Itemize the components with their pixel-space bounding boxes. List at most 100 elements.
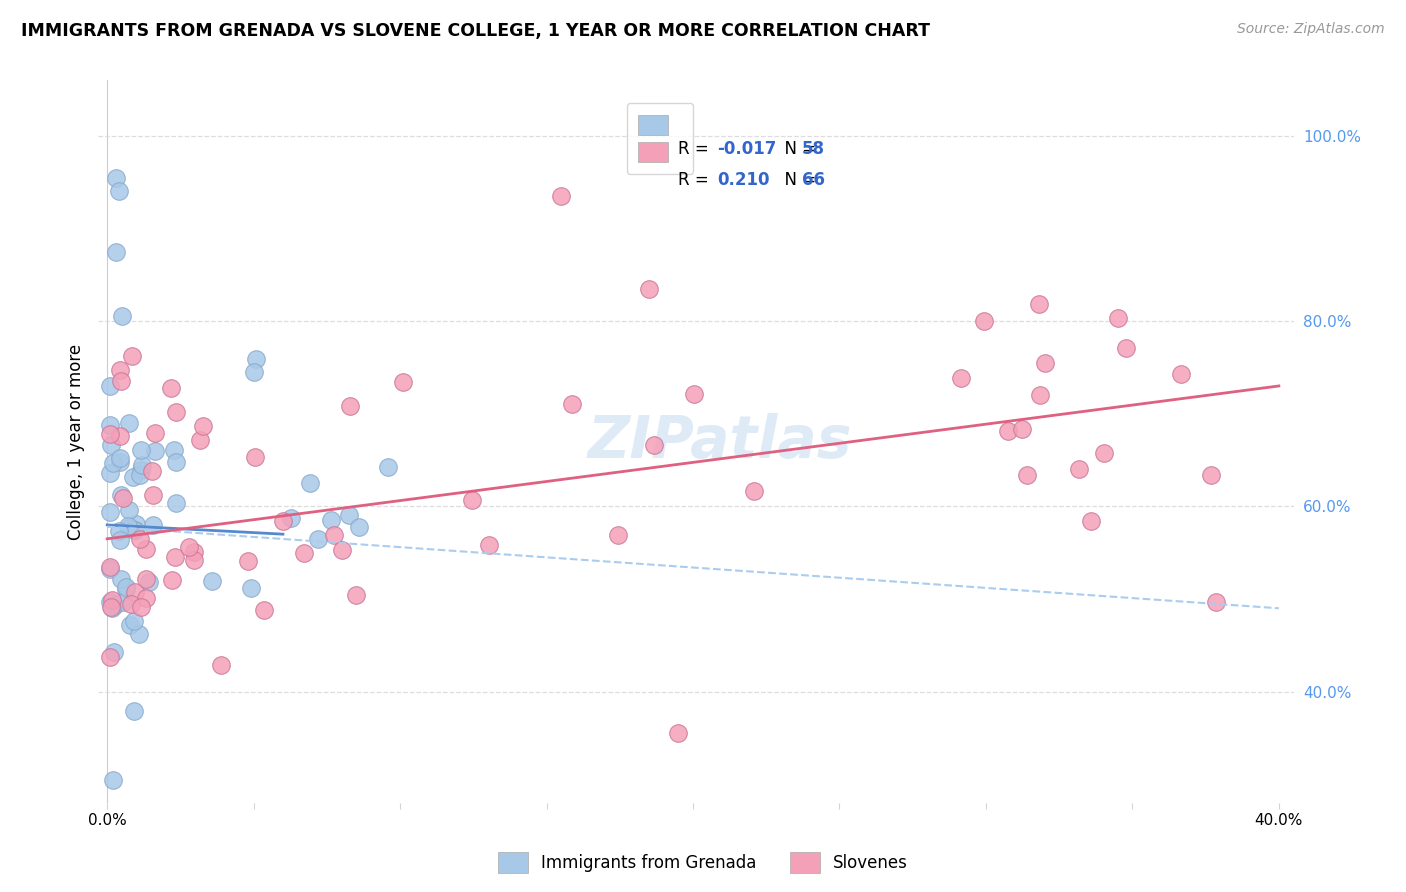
Point xyxy=(1011,422,1033,436)
Point xyxy=(330,543,353,558)
Point xyxy=(606,527,628,541)
Point xyxy=(98,379,121,393)
Point xyxy=(124,524,146,538)
Point xyxy=(243,365,266,379)
Point xyxy=(638,282,661,296)
Point xyxy=(322,528,344,542)
Point xyxy=(120,618,142,632)
Text: N =: N = xyxy=(773,140,821,158)
Legend: Immigrants from Grenada, Slovenes: Immigrants from Grenada, Slovenes xyxy=(491,846,915,880)
Point xyxy=(349,520,371,534)
Point xyxy=(344,588,367,602)
Point xyxy=(101,601,124,615)
Point xyxy=(159,381,181,395)
Point xyxy=(124,585,146,599)
Point xyxy=(682,387,704,401)
Point xyxy=(478,538,501,552)
Point xyxy=(299,476,322,491)
Point xyxy=(98,466,121,480)
Point xyxy=(110,374,132,388)
Point xyxy=(1170,367,1192,381)
Point xyxy=(209,658,232,673)
Text: R =: R = xyxy=(678,171,714,189)
Point xyxy=(1015,468,1038,483)
Point xyxy=(129,442,152,457)
Point xyxy=(135,541,157,556)
Legend: , : , xyxy=(627,103,693,174)
Point xyxy=(188,433,211,447)
Point xyxy=(100,438,122,452)
Point xyxy=(1067,462,1090,476)
Point xyxy=(122,704,145,718)
Point xyxy=(321,513,343,527)
Point xyxy=(98,595,121,609)
Point xyxy=(114,582,136,596)
Point xyxy=(142,518,165,533)
Point xyxy=(117,518,139,533)
Point xyxy=(108,533,131,547)
Point xyxy=(339,399,361,413)
Point xyxy=(1028,296,1050,310)
Point xyxy=(238,554,260,568)
Point xyxy=(1080,514,1102,528)
Point xyxy=(138,574,160,589)
Point xyxy=(377,459,399,474)
Point xyxy=(122,524,145,538)
Point xyxy=(141,464,163,478)
Text: 0.210: 0.210 xyxy=(717,171,770,189)
Point xyxy=(108,450,131,465)
Point xyxy=(271,514,294,528)
Point xyxy=(129,532,152,546)
Point xyxy=(165,455,187,469)
Point xyxy=(105,170,127,185)
Y-axis label: College, 1 year or more: College, 1 year or more xyxy=(66,343,84,540)
Text: R =: R = xyxy=(678,140,714,158)
Point xyxy=(112,491,135,505)
Point xyxy=(129,463,152,477)
Point xyxy=(191,419,214,434)
Point xyxy=(165,405,187,419)
Point xyxy=(1092,446,1115,460)
Point xyxy=(165,496,187,510)
Point xyxy=(108,524,131,539)
Point xyxy=(111,310,134,324)
Point xyxy=(108,185,131,199)
Point xyxy=(110,488,132,502)
Point xyxy=(143,425,166,440)
Point xyxy=(201,574,224,588)
Point xyxy=(143,443,166,458)
Point xyxy=(1028,388,1050,402)
Point xyxy=(98,426,121,441)
Point xyxy=(135,572,157,586)
Point xyxy=(135,591,157,605)
Point xyxy=(122,469,145,483)
Text: IMMIGRANTS FROM GRENADA VS SLOVENE COLLEGE, 1 YEAR OR MORE CORRELATION CHART: IMMIGRANTS FROM GRENADA VS SLOVENE COLLE… xyxy=(21,22,931,40)
Text: N =: N = xyxy=(773,171,821,189)
Point xyxy=(1033,356,1056,370)
Point xyxy=(128,627,150,641)
Point xyxy=(163,549,186,564)
Point xyxy=(307,532,329,546)
Point xyxy=(110,572,132,586)
Point xyxy=(121,349,143,363)
Point xyxy=(1115,342,1137,356)
Point xyxy=(461,493,484,508)
Point xyxy=(550,189,572,203)
Point xyxy=(1199,467,1222,482)
Point xyxy=(245,450,267,464)
Point xyxy=(118,417,141,431)
Point xyxy=(118,503,141,517)
Point xyxy=(98,418,121,433)
Text: 58: 58 xyxy=(801,140,825,158)
Point xyxy=(120,597,142,611)
Point xyxy=(108,429,131,443)
Point xyxy=(118,521,141,535)
Point xyxy=(101,772,124,787)
Point xyxy=(245,351,267,366)
Point xyxy=(337,508,360,522)
Point xyxy=(103,456,125,470)
Point xyxy=(280,510,302,524)
Point xyxy=(111,595,134,609)
Point xyxy=(98,505,121,519)
Point xyxy=(98,559,121,574)
